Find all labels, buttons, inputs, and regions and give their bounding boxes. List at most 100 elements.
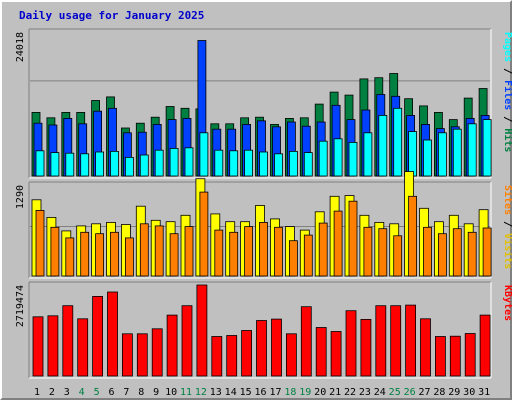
sites-bar: [95, 233, 104, 277]
kbytes-bar: [345, 310, 357, 377]
ymax-label: 24018: [15, 32, 26, 62]
kbytes-bar: [315, 327, 327, 377]
sites-bar: [393, 235, 403, 277]
day-label: 20: [314, 387, 326, 398]
pages-bar: [214, 149, 224, 177]
kbytes-bar: [32, 316, 44, 377]
day-label: 21: [329, 387, 341, 398]
kbytes-bar: [151, 328, 163, 377]
kbytes-bar: [62, 305, 74, 377]
pages-bar: [467, 123, 477, 177]
sites-bar: [154, 225, 164, 277]
day-label: 30: [463, 387, 475, 398]
day-label: 1: [34, 387, 40, 398]
kbytes-bar: [271, 318, 282, 377]
kbytes-bar: [241, 330, 253, 377]
day-label: 4: [79, 387, 85, 398]
pages-bar: [110, 150, 119, 177]
kbytes-bar: [479, 314, 491, 377]
kbytes-bar: [449, 335, 461, 377]
day-label: 25: [389, 387, 401, 398]
sites-bar: [408, 195, 418, 277]
sites-bar: [333, 210, 343, 277]
pages-bar: [437, 132, 447, 177]
day-label: 17: [269, 387, 281, 398]
sites-bar: [259, 221, 268, 277]
sites-bar: [423, 226, 432, 277]
series-pages: [35, 107, 492, 177]
kbytes-bar: [92, 295, 103, 377]
pages-bar: [318, 140, 328, 177]
kbytes-bar: [405, 304, 417, 377]
kbytes-bar: [434, 336, 446, 377]
kbytes-bar: [226, 335, 238, 377]
sites-bar: [482, 227, 492, 277]
kbytes-bar: [330, 331, 342, 377]
day-label: 8: [138, 387, 144, 398]
legend-pages: Pages: [502, 32, 512, 62]
sites-bar: [50, 226, 60, 277]
sites-bar: [452, 228, 462, 277]
day-label: 3: [64, 387, 70, 398]
day-label: 29: [448, 387, 460, 398]
day-label: 5: [94, 387, 100, 398]
sites-bar: [318, 222, 328, 277]
pages-bar: [274, 153, 283, 177]
sites-bar: [274, 226, 283, 277]
kbytes-bar: [375, 305, 387, 377]
sites-bar: [348, 200, 358, 277]
pages-bar: [184, 147, 194, 177]
day-label: 15: [240, 387, 252, 398]
sites-bar: [184, 226, 194, 277]
pages-bar: [363, 132, 373, 177]
day-label: 18: [284, 387, 296, 398]
sites-bar: [229, 231, 239, 277]
sites-bar: [65, 237, 75, 277]
kbytes-bar: [196, 284, 208, 377]
sites-bar: [437, 233, 447, 277]
series-sites: [35, 191, 492, 277]
kbytes-bar: [211, 336, 223, 377]
day-label: 24: [374, 387, 386, 398]
day-label: 12: [195, 387, 207, 398]
day-label: 28: [433, 387, 445, 398]
ymax-label: 2719474: [15, 285, 26, 327]
legend-hits: Hits: [502, 128, 512, 152]
legend-files: Files: [502, 80, 512, 110]
day-label: 19: [299, 387, 311, 398]
pages-bar: [378, 115, 388, 177]
kbytes-bar: [181, 305, 193, 377]
kbytes-bar: [47, 315, 59, 377]
pages-bar: [169, 147, 179, 177]
pages-bar: [333, 138, 343, 177]
sites-bar: [467, 231, 477, 277]
kbytes-bar: [166, 314, 178, 377]
pages-bar: [154, 149, 164, 177]
sites-bar: [288, 240, 298, 277]
legend-separator: /: [502, 215, 512, 233]
sites-bar: [139, 223, 149, 277]
pages-bar: [348, 141, 358, 177]
day-label: 7: [123, 387, 129, 398]
legend-separator: /: [502, 62, 512, 80]
kbytes-bar: [464, 333, 476, 377]
day-label: 14: [225, 387, 237, 398]
visits-panel: 1290: [15, 171, 492, 279]
ymax-label: 1290: [15, 185, 26, 209]
legend-sites: Sites: [502, 185, 512, 215]
pages-bar: [50, 152, 60, 177]
sites-bar: [125, 237, 134, 277]
hits-panel: 24018: [15, 28, 492, 179]
pages-bar: [288, 150, 298, 177]
kbytes-panel-legend: KBytes: [502, 285, 512, 321]
pages-bar: [80, 153, 90, 177]
day-label: 13: [210, 387, 222, 398]
sites-bar: [363, 226, 373, 277]
kbytes-bar: [390, 305, 402, 377]
kbytes-bar: [256, 320, 267, 377]
day-label: 16: [254, 387, 266, 398]
kbytes-bar: [360, 318, 372, 377]
kbytes-bar: [300, 306, 312, 377]
